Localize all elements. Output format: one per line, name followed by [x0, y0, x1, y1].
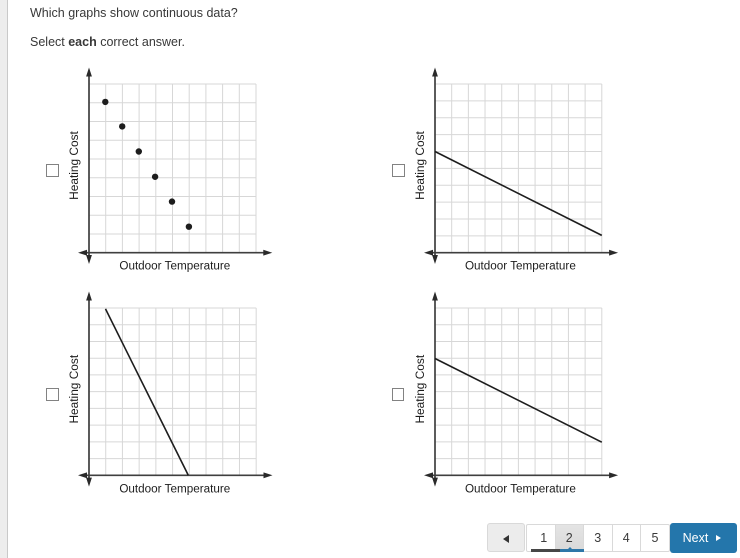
- svg-text:Heating Cost: Heating Cost: [413, 130, 427, 199]
- svg-text:Heating Cost: Heating Cost: [67, 354, 81, 423]
- svg-text:Outdoor Temperature: Outdoor Temperature: [465, 483, 576, 496]
- svg-text:Outdoor Temperature: Outdoor Temperature: [465, 259, 576, 272]
- svg-text:Heating Cost: Heating Cost: [413, 354, 427, 423]
- svg-text:Outdoor Temperature: Outdoor Temperature: [119, 259, 230, 272]
- svg-text:Heating Cost: Heating Cost: [67, 130, 81, 199]
- svg-text:Outdoor Temperature: Outdoor Temperature: [119, 483, 230, 496]
